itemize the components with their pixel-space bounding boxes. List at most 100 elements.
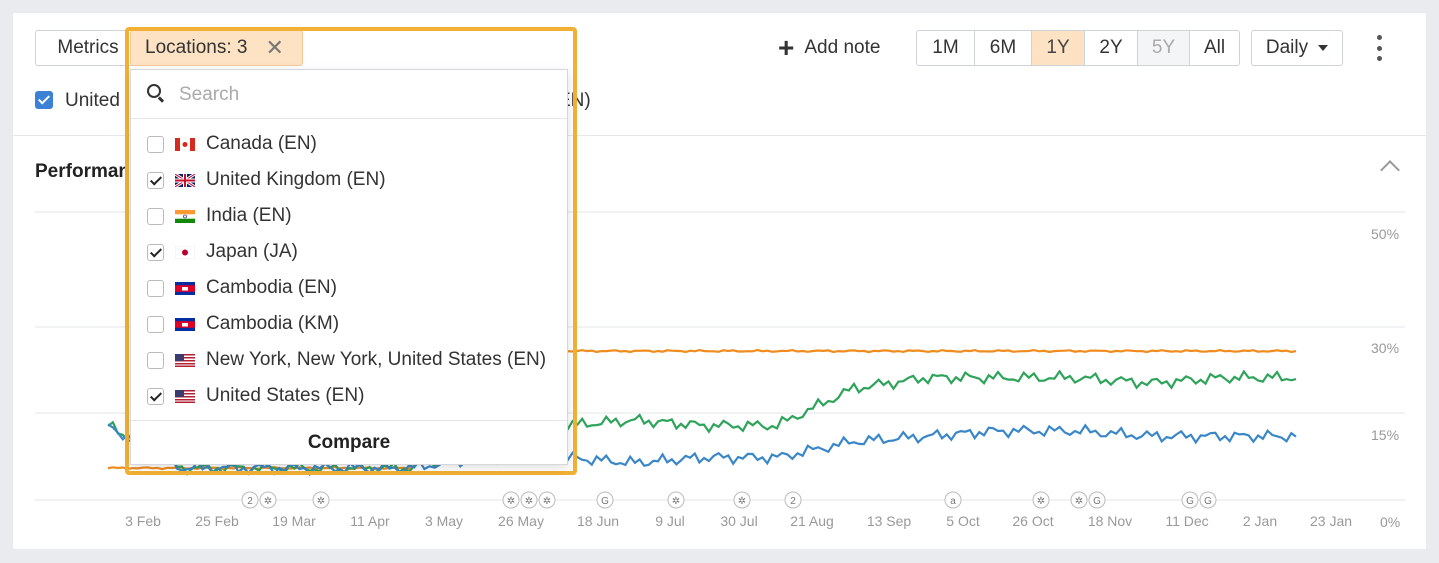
range-1y[interactable]: 1Y [1031, 31, 1084, 65]
series-line [107, 348, 1297, 471]
x-tick-label: 25 Feb [195, 513, 239, 529]
annotation-marker-label: 2 [790, 496, 796, 507]
search-input[interactable] [177, 79, 551, 111]
interval-dropdown[interactable]: Daily [1251, 30, 1343, 66]
location-label: Japan (JA) [206, 241, 298, 262]
annotation-marker[interactable]: ✲ [502, 491, 520, 509]
x-tick-label: 3 May [424, 513, 464, 529]
y-tick-label: 0% [1380, 514, 1401, 530]
location-checkbox[interactable] [147, 135, 164, 153]
section-divider [13, 135, 1426, 136]
more-options-icon[interactable] [1373, 35, 1385, 61]
cambodia-flag-icon [175, 281, 195, 295]
location-option[interactable]: United States (EN) [131, 378, 567, 414]
annotation-marker-label: G [601, 496, 609, 507]
annotation-marker[interactable]: ✲ [733, 491, 751, 509]
cambodia-flag-icon [175, 317, 195, 331]
location-checkbox[interactable] [147, 315, 164, 333]
location-checkbox[interactable] [147, 279, 164, 297]
annotation-marker[interactable]: 2 [241, 491, 259, 509]
annotation-marker[interactable]: ✲ [538, 491, 556, 509]
range-5y: 5Y [1137, 31, 1189, 65]
annotation-marker[interactable]: G [596, 491, 614, 509]
location-option[interactable]: United Kingdom (EN) [131, 162, 567, 198]
metrics-button[interactable]: Metrics [35, 30, 141, 66]
annotation-marker[interactable]: ✲ [1070, 491, 1088, 509]
location-label: India (EN) [206, 205, 292, 226]
location-label: United States (EN) [206, 385, 365, 406]
legend-checkbox[interactable] [35, 91, 53, 109]
location-option[interactable]: New York, New York, United States (EN) [131, 342, 567, 378]
range-all[interactable]: All [1189, 31, 1239, 65]
india-flag-icon [175, 209, 195, 223]
annotation-marker[interactable]: ✲ [520, 491, 538, 509]
location-label: Cambodia (EN) [206, 277, 337, 298]
x-tick-label: 21 Aug [790, 513, 834, 529]
annotation-marker-label: G [1186, 496, 1194, 507]
plus-icon: + [778, 32, 795, 63]
x-tick-label: 11 Apr [350, 513, 390, 529]
annotation-marker-label: ✲ [507, 496, 515, 507]
annotation-marker-label: 2 [247, 496, 253, 507]
x-tick-label: 23 Jan [1309, 513, 1353, 529]
add-note-label: Add note [804, 37, 881, 58]
location-label: Canada (EN) [206, 133, 317, 154]
location-checkbox[interactable] [147, 207, 164, 225]
annotation-marker-label: a [950, 496, 956, 507]
locations-dropdown: Canada (EN) United Kingdom (EN) India (EN)… [130, 69, 568, 465]
annotation-marker[interactable]: G [1181, 491, 1199, 509]
annotation-marker-label: ✲ [672, 496, 680, 507]
x-tick-label: 5 Oct [946, 513, 980, 529]
locations-filter-button[interactable]: Locations: 3 ✕ [130, 30, 303, 66]
add-note-button[interactable]: + Add note [778, 30, 880, 66]
location-option[interactable]: India (EN) [131, 198, 567, 234]
legend-label: United [65, 90, 120, 111]
location-option[interactable]: Japan (JA) [131, 234, 567, 270]
range-1m[interactable]: 1M [932, 37, 959, 58]
annotation-marker[interactable]: ✲ [259, 491, 277, 509]
location-checkbox[interactable] [147, 351, 164, 369]
x-tick-label: 9 Jul [655, 513, 685, 529]
annotation-marker-label: ✲ [525, 496, 533, 507]
search-icon [147, 84, 161, 98]
caret-down-icon [1318, 45, 1329, 51]
annotation-marker[interactable]: 2 [784, 491, 802, 509]
x-tick-label: 26 May [498, 513, 544, 529]
location-option[interactable]: Cambodia (KM) [131, 306, 567, 342]
range-6m[interactable]: 6M [974, 31, 1031, 65]
location-option[interactable]: Canada (EN) [131, 126, 567, 162]
x-tick-label: 11 Dec [1165, 513, 1209, 529]
x-tick-label: 13 Sep [866, 513, 912, 529]
interval-label: Daily [1265, 37, 1309, 58]
y-tick-label: 30% [1371, 340, 1400, 356]
search-row [131, 70, 567, 119]
annotation-marker[interactable]: a [944, 491, 962, 509]
section-title: Performan [35, 161, 131, 182]
annotation-marker-label: ✲ [738, 496, 746, 507]
y-tick-label: 50% [1371, 226, 1400, 242]
annotation-marker-label: ✲ [264, 496, 272, 507]
compare-label: Compare [307, 432, 391, 453]
annotation-marker[interactable]: ✲ [1032, 491, 1050, 509]
location-option[interactable]: Cambodia (EN) [131, 270, 567, 306]
x-tick-label: 18 Nov [1087, 513, 1133, 529]
uk-flag-icon [175, 173, 195, 187]
time-range-selector: 1M 6M 1Y 2Y 5Y All [916, 30, 1240, 66]
close-icon[interactable]: ✕ [265, 35, 284, 60]
annotation-marker[interactable]: G [1088, 491, 1106, 509]
annotation-marker[interactable]: G [1199, 491, 1217, 509]
compare-button[interactable]: Compare [131, 420, 567, 465]
annotation-marker-label: ✲ [1037, 496, 1045, 507]
location-checkbox[interactable] [147, 243, 164, 261]
annotation-marker[interactable]: ✲ [312, 491, 330, 509]
location-checkbox[interactable] [147, 171, 164, 189]
annotation-marker-label: G [1204, 496, 1212, 507]
annotation-marker-label: ✲ [317, 496, 325, 507]
location-label: Cambodia (KM) [206, 313, 340, 334]
annotation-marker-label: ✲ [543, 496, 551, 507]
metrics-label: Metrics [57, 37, 119, 58]
annotation-marker[interactable]: ✲ [667, 491, 685, 509]
range-2y[interactable]: 2Y [1084, 31, 1137, 65]
us-flag-icon [175, 353, 195, 367]
location-checkbox[interactable] [147, 387, 164, 405]
